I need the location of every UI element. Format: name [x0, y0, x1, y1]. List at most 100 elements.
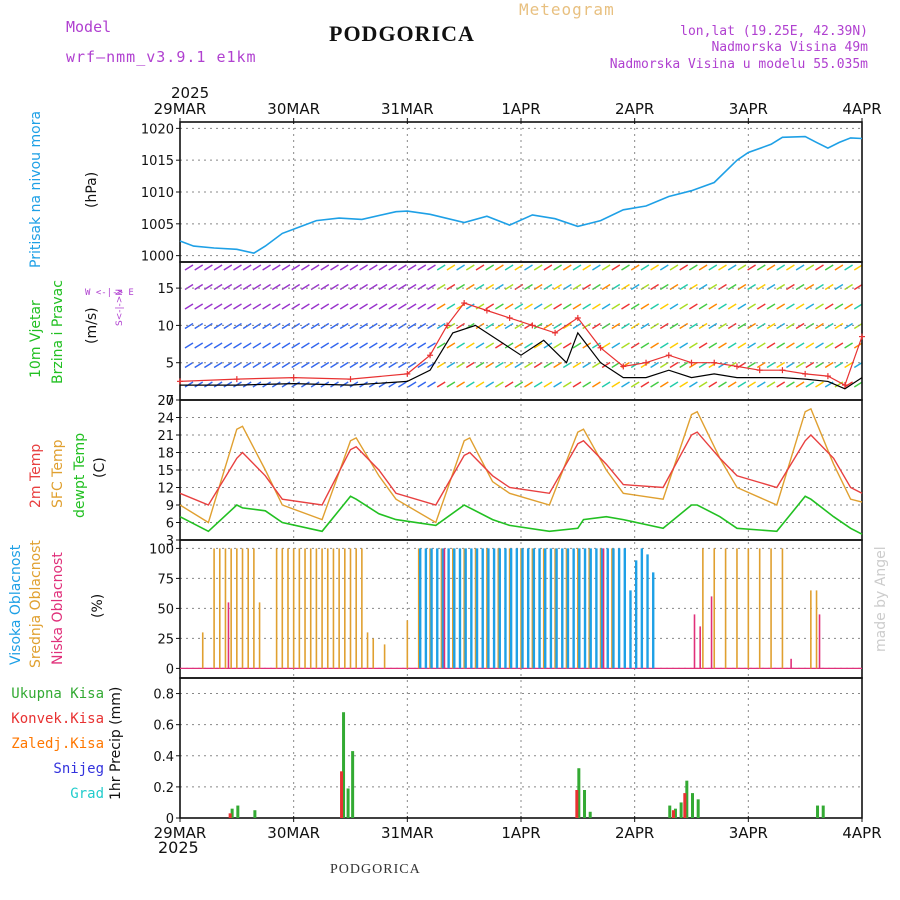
wind-arrow	[553, 361, 562, 369]
wind-arrow	[795, 381, 805, 388]
wind-arrow	[262, 361, 271, 369]
precip-total-bar	[236, 805, 240, 818]
wind-speed-line	[180, 324, 863, 390]
wind-arrow	[679, 381, 689, 388]
wind-arrow	[368, 303, 378, 310]
wind-arrow	[756, 322, 766, 330]
wind-arrow	[495, 322, 504, 330]
wind-arrow	[553, 342, 562, 349]
wind-arrow	[650, 361, 659, 369]
wind-arrow	[417, 283, 427, 291]
wind-arrow	[465, 283, 475, 291]
wind-arrow	[650, 322, 659, 330]
wind-arrow	[786, 303, 795, 310]
wind-arrow	[737, 381, 747, 388]
wind-arrow	[427, 381, 436, 388]
wind-arrow	[339, 361, 349, 369]
wind-arrow	[679, 283, 689, 291]
wind-arrow	[679, 361, 689, 369]
wind-arrow	[368, 361, 378, 369]
wind-arrow	[630, 381, 640, 388]
wind-arrow	[456, 264, 465, 271]
wind-arrow	[756, 361, 766, 369]
wind-arrow	[359, 264, 368, 271]
wind-arrow	[213, 361, 223, 369]
wind-arrow	[650, 264, 659, 271]
wind-arrow	[815, 361, 824, 369]
time-label-top: 3APR	[729, 100, 768, 118]
wind-arrow	[417, 322, 427, 330]
wind-arrow	[446, 283, 456, 291]
wind-arrow	[747, 283, 756, 291]
wind-arrow	[853, 283, 863, 291]
wind-arrow	[689, 322, 698, 330]
wind-arrow	[621, 264, 630, 271]
wind-arrow	[815, 283, 824, 291]
wind-arrow	[252, 303, 262, 310]
wind-arrow	[592, 264, 601, 271]
wind-arrow	[747, 381, 756, 388]
wind-arrow	[495, 283, 504, 291]
wind-arrow	[194, 303, 204, 310]
wind-arrow	[795, 303, 805, 310]
time-label-bottom: 30MAR	[267, 824, 320, 842]
wind-arrow	[524, 381, 533, 388]
wind-arrow	[194, 322, 204, 330]
wind-arrow	[824, 283, 834, 291]
pressure-tick-label: 1020	[141, 122, 174, 137]
wind-arrow	[524, 283, 533, 291]
wind-arrow	[572, 303, 582, 310]
wind-arrow	[427, 283, 436, 291]
wind-arrow	[339, 322, 349, 330]
wind-arrow	[339, 283, 349, 291]
wind-arrow	[368, 264, 378, 271]
precip-conv-bar	[683, 793, 687, 818]
wind-arrow	[786, 283, 795, 291]
wind-arrow	[320, 322, 330, 330]
wind-arrow	[301, 264, 310, 271]
time-label-bottom: 31MAR	[381, 824, 434, 842]
wind-arrow	[504, 322, 514, 330]
wind-arrow	[262, 342, 271, 349]
wind-arrow	[727, 342, 737, 349]
wind-arrow	[582, 361, 592, 369]
wind-arrow	[747, 264, 756, 271]
wind-arrow	[262, 303, 271, 310]
wind-arrow	[368, 381, 378, 388]
wind-arrow	[601, 264, 611, 271]
wind-arrow	[815, 342, 824, 349]
wind-arrow	[407, 381, 417, 388]
wind-arrow	[223, 303, 233, 310]
wind-arrow	[621, 283, 630, 291]
wind-arrow	[233, 322, 242, 330]
wind-arrow	[834, 322, 844, 330]
wind-arrow	[630, 342, 640, 349]
wind-arrow	[611, 381, 621, 388]
wind-arrow	[407, 264, 417, 271]
year-bottom: 2025	[158, 838, 199, 857]
time-label-top: 30MAR	[267, 100, 320, 118]
wind-arrow	[766, 264, 776, 271]
wind-arrow	[747, 361, 756, 369]
meteogram-title: Meteogram	[519, 0, 615, 19]
wind-arrow	[601, 322, 611, 330]
wind-arrow	[824, 342, 834, 349]
wind-arrow	[844, 381, 853, 388]
sfc-temp-line	[179, 407, 863, 524]
wind-arrow	[242, 342, 252, 349]
wind-arrow	[349, 361, 359, 369]
model-name: wrf—nmm_v3.9.1 e1km	[66, 48, 257, 66]
wind-arrow	[184, 322, 194, 330]
wind-arrow	[572, 342, 582, 349]
time-label-bottom: 29MAR	[154, 824, 207, 842]
wind-arrow	[543, 283, 553, 291]
wind-arrow	[330, 264, 339, 271]
wind-arrow	[698, 322, 708, 330]
wind-arrow	[718, 342, 727, 349]
wind-arrow	[446, 342, 456, 349]
wind-arrow	[650, 283, 659, 291]
wind-arrow	[465, 342, 475, 349]
wind-arrow	[524, 342, 533, 349]
wind-arrow	[727, 303, 737, 310]
wind-arrow	[475, 283, 485, 291]
